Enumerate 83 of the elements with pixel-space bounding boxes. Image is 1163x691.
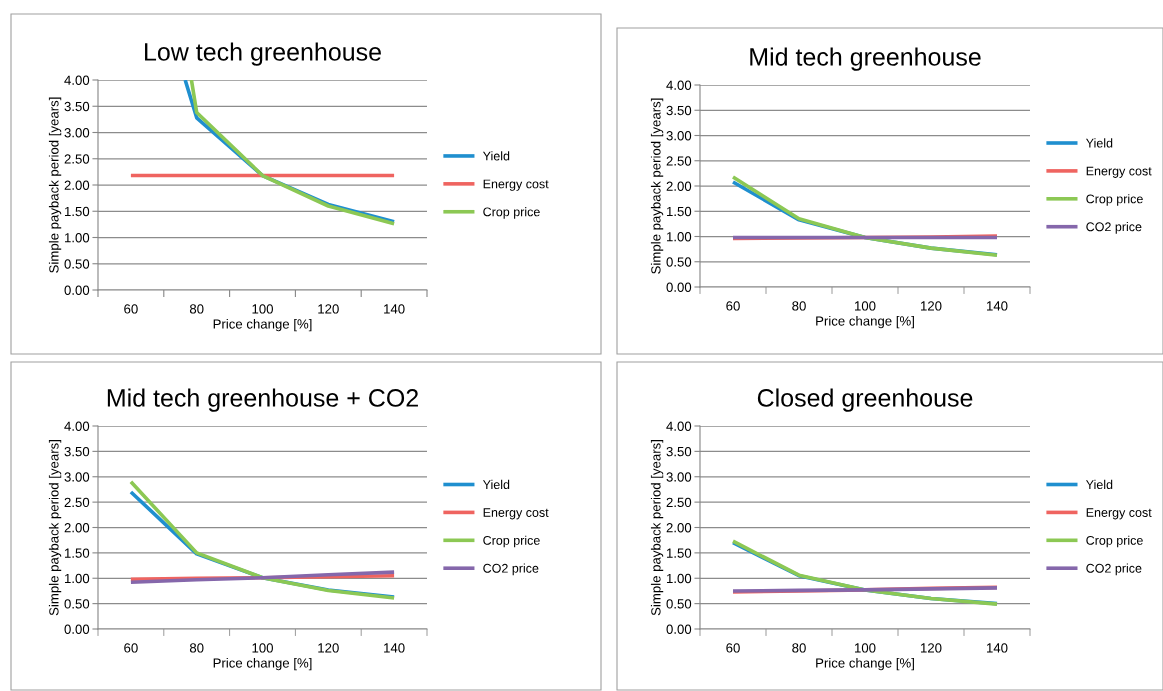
x-tick-label: 140: [384, 643, 405, 653]
y-tick-label: 3.50: [64, 446, 90, 457]
y-tick-label: 2.00: [666, 181, 692, 191]
y-tick-label: 2.50: [666, 497, 692, 508]
y-tick-label: 0.00: [64, 285, 90, 295]
y-tick-label: 3.00: [64, 472, 90, 482]
y-tick-label: 2.00: [64, 180, 90, 190]
legend-label: Crop price: [1086, 194, 1143, 206]
y-tick-label: 0.00: [666, 624, 692, 634]
y-tick-label: 3.50: [666, 105, 692, 116]
y-tick-label: 4.00: [64, 75, 90, 85]
y-tick-label: 1.00: [65, 573, 90, 584]
legend-label: Energy cost: [483, 179, 549, 191]
x-tick-label: 140: [987, 301, 1008, 311]
legend-label: Energy cost: [1086, 166, 1152, 178]
y-axis-title: Simple payback period [years]: [48, 97, 62, 273]
legend-label: Yield: [1085, 479, 1113, 489]
chart-title: Mid tech greenhouse + CO2: [107, 388, 418, 412]
chart-title: Mid tech greenhouse: [750, 47, 981, 71]
y-tick-label: 1.00: [667, 573, 692, 584]
chart-title: Closed greenhouse: [757, 388, 973, 412]
y-tick-label: 0.50: [64, 599, 90, 609]
x-tick-label: 60: [726, 301, 740, 311]
y-tick-label: 1.50: [65, 548, 90, 558]
x-tick-label: 80: [792, 643, 806, 653]
legend-label: CO2 price: [1086, 563, 1142, 576]
y-tick-label: 3.50: [64, 101, 90, 112]
legend-label: Crop price: [1086, 535, 1143, 548]
y-tick-label: 2.50: [666, 156, 692, 166]
x-axis-title: Price change [%]: [213, 657, 312, 671]
x-tick-label: 100: [855, 643, 876, 653]
x-tick-label: 80: [792, 301, 806, 311]
legend-label: CO2 price: [1086, 222, 1142, 234]
x-tick-label: 60: [124, 643, 138, 653]
y-tick-label: 1.50: [65, 206, 90, 217]
legend-label: Crop price: [483, 535, 540, 548]
x-tick-label: 120: [318, 304, 339, 314]
x-tick-label: 100: [252, 304, 273, 314]
y-tick-label: 3.00: [64, 128, 90, 138]
x-axis-title: Price change [%]: [213, 318, 312, 332]
legend-label: Energy cost: [1086, 508, 1152, 520]
y-axis-title: Simple payback period [years]: [650, 98, 664, 274]
x-tick-label: 60: [124, 304, 138, 314]
x-tick-label: 100: [252, 643, 273, 653]
x-tick-label: 100: [855, 301, 876, 311]
x-axis-title: Price change [%]: [816, 657, 914, 671]
legend-label: Yield: [1085, 138, 1113, 148]
x-tick-label: 120: [921, 643, 942, 653]
chart-title: Low tech greenhouse: [145, 42, 381, 66]
y-tick-label: 1.00: [667, 232, 692, 242]
y-tick-label: 1.50: [667, 548, 692, 558]
x-tick-label: 60: [726, 643, 740, 653]
y-tick-label: 0.00: [666, 282, 692, 292]
y-tick-label: 2.00: [666, 523, 692, 533]
y-tick-label: 1.50: [667, 206, 692, 217]
y-tick-label: 2.00: [64, 523, 90, 533]
y-tick-label: 3.00: [666, 472, 692, 482]
y-tick-label: 4.00: [666, 421, 692, 431]
y-tick-label: 0.00: [64, 624, 90, 634]
y-tick-label: 1.00: [65, 233, 90, 243]
y-tick-label: 0.50: [666, 599, 692, 609]
y-tick-label: 3.00: [666, 131, 692, 141]
x-tick-label: 140: [384, 304, 405, 314]
y-tick-label: 4.00: [666, 80, 692, 90]
legend-label: Energy cost: [483, 508, 549, 520]
x-tick-label: 120: [921, 301, 942, 311]
y-tick-label: 0.50: [666, 257, 692, 267]
y-tick-label: 2.50: [64, 154, 90, 164]
x-tick-label: 120: [318, 643, 339, 653]
x-tick-label: 80: [189, 304, 204, 314]
y-tick-label: 2.50: [64, 497, 90, 508]
x-tick-label: 140: [987, 643, 1008, 653]
legend-label: CO2 price: [483, 563, 539, 576]
legend-label: Yield: [482, 479, 510, 489]
y-tick-label: 4.00: [64, 421, 90, 431]
legend-label: Yield: [482, 151, 510, 161]
y-axis-title: Simple payback period [years]: [48, 440, 62, 616]
y-axis-title: Simple payback period [years]: [650, 440, 664, 616]
x-axis-title: Price change [%]: [816, 315, 914, 329]
y-tick-label: 0.50: [64, 259, 90, 269]
x-tick-label: 80: [189, 643, 204, 653]
legend-label: Crop price: [483, 207, 540, 219]
y-tick-label: 3.50: [666, 446, 692, 457]
